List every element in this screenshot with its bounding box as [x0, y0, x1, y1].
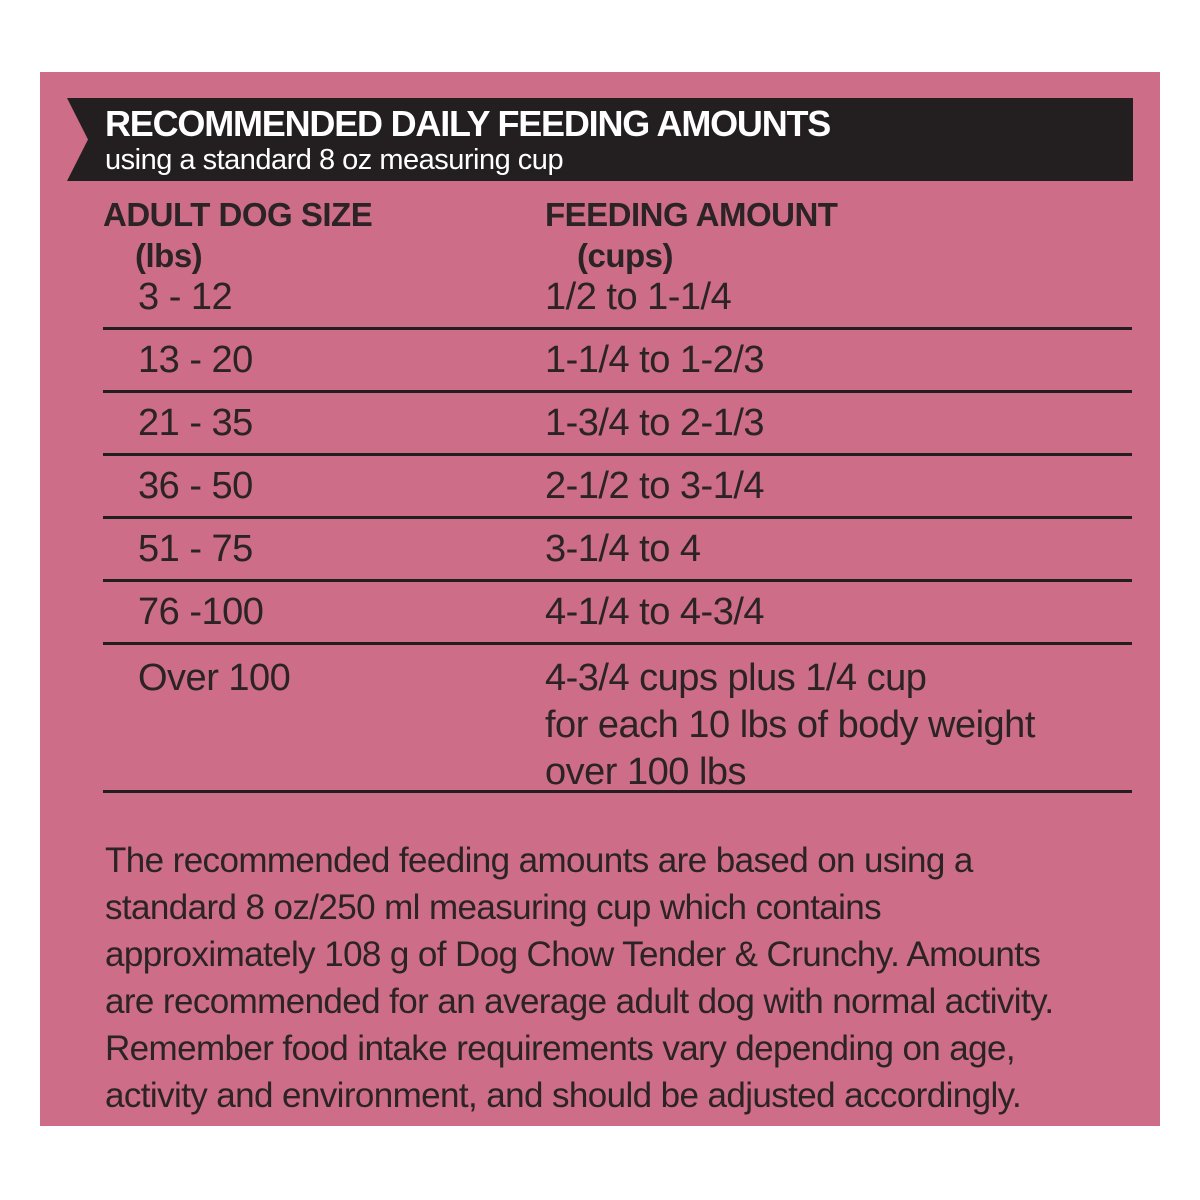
- dog-size-value: 3 - 12: [138, 275, 233, 318]
- header-ribbon: RECOMMENDED DAILY FEEDING AMOUNTS using …: [67, 98, 1133, 181]
- dog-size-value: 36 - 50: [138, 464, 253, 507]
- dog-size-value: 21 - 35: [138, 401, 253, 444]
- dog-size-value: 51 - 75: [138, 527, 253, 570]
- feeding-amount-unit-label: (cups): [577, 237, 674, 274]
- dog-size-value: 76 -100: [138, 590, 264, 633]
- feeding-amount-value: 4-1/4 to 4-3/4: [545, 590, 765, 633]
- feeding-guide-panel: RECOMMENDED DAILY FEEDING AMOUNTS using …: [40, 72, 1160, 1126]
- feeding-amount-value: 3-1/4 to 4: [545, 527, 701, 570]
- page-title: RECOMMENDED DAILY FEEDING AMOUNTS: [105, 103, 831, 144]
- table-row: 21 - 35 1-3/4 to 2-1/3: [103, 393, 1132, 456]
- dog-size-value: 13 - 20: [138, 338, 253, 381]
- table-row: 3 - 12 1/2 to 1-1/4: [103, 267, 1132, 330]
- feeding-amount-value: 1-1/4 to 1-2/3: [545, 338, 765, 381]
- column-header-dog-size: ADULT DOG SIZE (lbs): [103, 196, 545, 273]
- feeding-amount-value: 1/2 to 1-1/4: [545, 275, 732, 318]
- table-row: 76 -100 4-1/4 to 4-3/4: [103, 582, 1132, 645]
- table-row: 51 - 75 3-1/4 to 4: [103, 519, 1132, 582]
- table-row: Over 100 4-3/4 cups plus 1/4 cup for eac…: [103, 645, 1132, 793]
- table-row: 13 - 20 1-1/4 to 1-2/3: [103, 330, 1132, 393]
- feeding-amount-value: 2-1/2 to 3-1/4: [545, 464, 765, 507]
- column-header-feeding-amount: FEEDING AMOUNT (cups): [545, 196, 1132, 273]
- table-header-row: ADULT DOG SIZE (lbs) FEEDING AMOUNT (cup…: [103, 196, 1132, 273]
- table-row: 36 - 50 2-1/2 to 3-1/4: [103, 456, 1132, 519]
- dog-size-value: Over 100: [138, 657, 291, 699]
- feeding-amount-value: 1-3/4 to 2-1/3: [545, 401, 765, 444]
- dog-size-unit-label: (lbs): [135, 237, 203, 274]
- feeding-amount-value: 4-3/4 cups plus 1/4 cup for each 10 lbs …: [545, 657, 1035, 793]
- feeding-amount-header-label: FEEDING AMOUNT: [545, 196, 838, 233]
- feeding-disclaimer-text: The recommended feeding amounts are base…: [105, 841, 1054, 1115]
- page-subtitle: using a standard 8 oz measuring cup: [105, 144, 564, 176]
- dog-size-header-label: ADULT DOG SIZE: [103, 196, 373, 233]
- feeding-table: ADULT DOG SIZE (lbs) FEEDING AMOUNT (cup…: [103, 197, 1132, 793]
